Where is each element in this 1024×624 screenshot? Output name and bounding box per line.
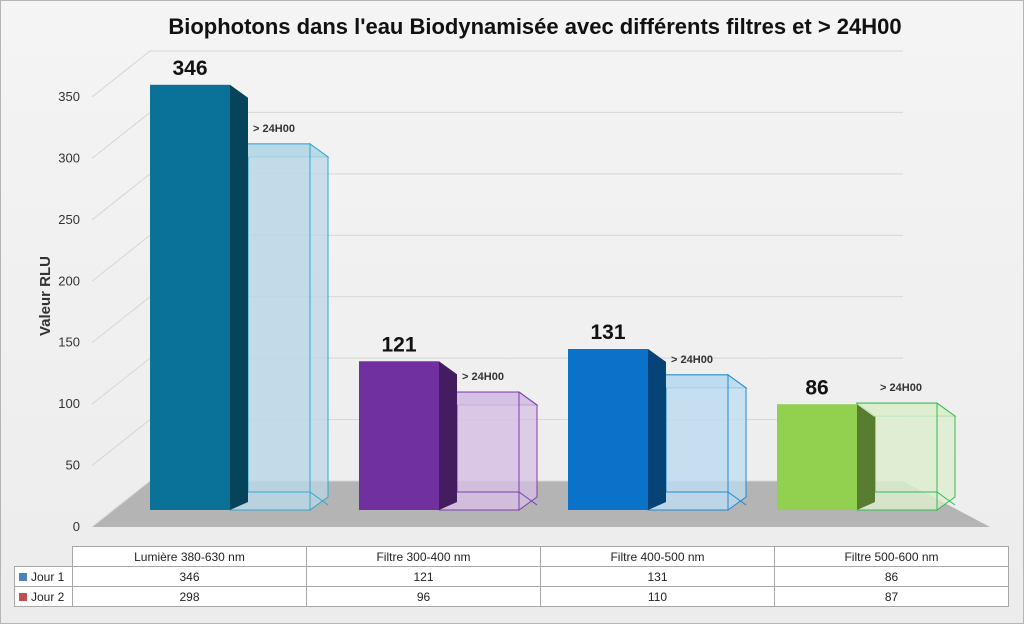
y-tick-label: 50 [66,458,80,473]
table-cell: 298 [72,586,307,607]
table-cell: 86 [774,566,1009,587]
y-axis-ticks: 0 50 100 150 200 250 300 350 [58,89,80,534]
bar-side-jour-2 [309,142,329,511]
annotation-label-jour-2: > 24H00 [880,382,922,394]
data-labels: 346 > 24H00 121 > 24H00 131 > 24H00 86 > 24H00 [172,57,921,399]
legend-swatch [19,592,27,601]
series-name: Jour 1 [31,569,65,584]
grid-depth-line [91,357,151,405]
annotation-label-jour-2: > 24H00 [462,371,504,383]
data-label-jour-1: 121 [381,333,416,356]
data-label-jour-1: 131 [590,321,625,344]
y-tick-label: 200 [58,273,80,288]
bar-jour-1 [150,84,230,511]
bar-side-jour-1 [857,404,875,510]
grid-depth-line [91,173,151,221]
table-corner [14,546,73,567]
annotation-label-jour-2: > 24H00 [253,123,295,135]
bar-side-jour-2 [518,391,538,511]
y-tick-label: 350 [58,89,80,104]
series-label-cell: Jour 2 [14,586,73,607]
grid-depth-line [91,234,151,282]
chart-plot: Biophotons dans l'eau Biodynamisée avec … [37,14,990,534]
table-cell: 96 [306,586,541,607]
table-cell: 131 [540,566,775,587]
bar-side-jour-1 [230,84,248,511]
y-axis-label: Valeur RLU [37,256,54,336]
bars [150,84,957,511]
grid-depth-line [91,419,151,466]
chart-title: Biophotons dans l'eau Biodynamisée avec … [168,14,901,39]
y-tick-label: 0 [73,519,80,534]
data-label-jour-1: 86 [805,376,828,399]
grid-depth-line [91,112,151,159]
data-label-jour-1: 346 [172,57,207,80]
grid-depth-line [91,296,151,344]
data-table: Lumière 380-630 nm Filtre 300-400 nm Fil… [14,546,1009,607]
table-header-row: Lumière 380-630 nm Filtre 300-400 nm Fil… [14,546,1009,567]
bar-side-jour-2 [727,373,747,511]
table-cell: 87 [774,586,1009,607]
bar-base-edge-jour-2 [857,491,956,506]
series-label-cell: Jour 1 [14,566,73,587]
bar-base-edge-jour-2 [439,491,538,506]
legend-swatch [19,572,27,581]
bar-base-edge-jour-2 [230,491,329,506]
table-cell: 110 [540,586,775,607]
category-header: Filtre 400-500 nm [540,546,775,567]
category-header: Lumière 380-630 nm [72,546,307,567]
table-cell: 121 [306,566,541,587]
y-tick-label: 100 [58,396,80,411]
grid-depth-line [91,50,151,98]
bar-base-edge-jour-2 [648,491,747,506]
y-tick-label: 250 [58,212,80,227]
bar-jour-1 [359,361,439,510]
y-tick-label: 150 [58,335,80,350]
annotation-label-jour-2: > 24H00 [671,354,713,366]
bar-side-jour-1 [439,361,457,510]
y-tick-label: 300 [58,150,80,165]
series-name: Jour 2 [31,589,65,604]
category-header: Filtre 500-600 nm [774,546,1009,567]
bar-side-jour-1 [648,349,666,510]
grid-depth-line [91,480,151,528]
table-cell: 346 [72,566,307,587]
category-header: Filtre 300-400 nm [306,546,541,567]
bar-jour-1 [568,349,648,510]
bar-jour-1 [777,404,857,510]
table-row-jour-2: Jour 2 298 96 110 87 [14,586,1009,607]
table-row-jour-1: Jour 1 346 121 131 86 [14,566,1009,587]
